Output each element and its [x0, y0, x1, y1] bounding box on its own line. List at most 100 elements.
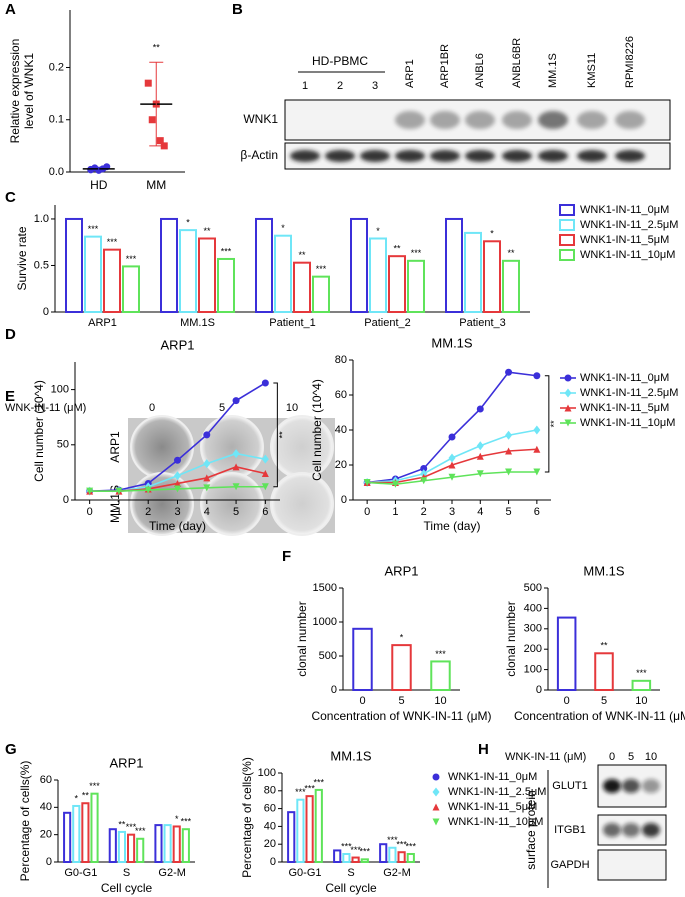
lane-label: 3: [372, 80, 378, 92]
x-tick-label: 1: [392, 506, 398, 518]
chart-title: ARP1: [110, 755, 144, 770]
y-tick-label: 80: [335, 354, 347, 366]
y-tick-label: 50: [57, 439, 69, 451]
y-tick-label: 500: [319, 650, 337, 662]
legend-swatch: [559, 249, 575, 261]
y-tick-label: 100: [524, 664, 542, 676]
blot-band: [622, 779, 640, 793]
y-tick-label: 40: [264, 820, 276, 832]
panel-label: F: [282, 548, 291, 565]
plate-well: [270, 472, 334, 536]
error-bar: [149, 61, 164, 147]
y-tick-label: 40: [335, 424, 347, 436]
bar: [136, 837, 145, 863]
significance: **: [82, 791, 90, 801]
y-axis-label: Cell number (10^4): [32, 380, 46, 482]
bar: [483, 240, 501, 313]
point: [203, 431, 211, 439]
lane-label: KMS11: [586, 53, 598, 88]
blot-row-label: β-Actin: [240, 148, 278, 162]
treatment-label: WNK-IN-11 (μM): [505, 751, 586, 763]
dose-label: 0: [149, 402, 155, 414]
x-tick-label: 3: [174, 506, 180, 518]
y-tick-label: 0.0: [49, 166, 64, 178]
bar: [293, 261, 311, 313]
blot-group-label: surface protein: [524, 790, 538, 869]
point: [261, 454, 269, 464]
lane-label: ANBL6: [474, 53, 486, 88]
significance: ***: [636, 668, 647, 678]
panel-label: B: [232, 1, 243, 18]
legend-swatch: [559, 234, 575, 246]
bar: [198, 237, 216, 313]
legend-swatch: [559, 219, 575, 231]
y-axis-label: level of WNK1: [22, 53, 36, 129]
bar: [287, 811, 296, 863]
y-tick-label: 20: [335, 459, 347, 471]
y-tick-label: 0: [270, 856, 276, 868]
x-tick-label: 6: [534, 506, 540, 518]
point: [448, 453, 456, 463]
legend-label: WNK1-IN-11_0μM: [448, 771, 537, 783]
point: [115, 487, 123, 495]
y-tick-label: 60: [264, 803, 276, 815]
bar: [556, 616, 577, 692]
bar: [154, 824, 163, 863]
significance: *: [376, 226, 380, 236]
legend-label: WNK1-IN-11_10μM: [580, 417, 675, 429]
bar: [179, 229, 197, 313]
point: [148, 116, 156, 124]
point: [533, 425, 541, 435]
blot-band: [395, 150, 425, 162]
legend-label: WNK1-IN-11_10μM: [580, 249, 675, 261]
bar: [333, 849, 342, 863]
significance: *: [490, 229, 494, 239]
significance: **: [203, 226, 211, 236]
point: [261, 470, 269, 478]
blot-band: [642, 823, 660, 837]
legend-marker: [564, 374, 572, 382]
significance: *: [400, 632, 404, 642]
bar: [397, 851, 406, 864]
significance: ***: [396, 840, 407, 850]
y-tick-label: 80: [264, 785, 276, 797]
point: [476, 452, 484, 460]
lane-label: ARP1BR: [439, 44, 451, 88]
point: [533, 372, 541, 380]
legend-marker: [432, 773, 440, 781]
y-tick-label: 1000: [313, 616, 337, 628]
y-tick-label: 400: [524, 602, 542, 614]
significance: **: [153, 43, 161, 53]
x-tick-label: Patient_1: [269, 317, 315, 329]
plate-well: [130, 415, 194, 479]
x-tick-label: S: [123, 867, 130, 879]
significance: **: [549, 420, 559, 428]
significance: **: [298, 250, 306, 260]
point: [448, 461, 456, 469]
significance: ***: [341, 841, 352, 851]
plate-row-label: ARP1: [108, 431, 122, 463]
legend-marker: [432, 787, 440, 797]
y-tick-label: 500: [524, 582, 542, 594]
significance: **: [118, 819, 126, 829]
y-axis-label: Cell number (10^4): [310, 379, 324, 481]
point: [174, 485, 181, 493]
bar: [255, 217, 273, 314]
bar: [406, 852, 415, 863]
point: [533, 468, 541, 476]
significance: **: [507, 248, 515, 258]
panel-label: H: [478, 741, 489, 758]
legend-label: WNK1-IN-11_0μM: [580, 372, 669, 384]
x-tick-label: 5: [398, 695, 404, 707]
x-axis-label: Concentration of WNK-IN-11 (μM): [514, 709, 685, 723]
x-tick-label: MM: [146, 178, 166, 192]
y-tick-label: 1.0: [34, 213, 49, 225]
point: [420, 465, 428, 472]
lane-label: 1: [302, 80, 308, 92]
blot-band: [622, 823, 640, 837]
dose-label: 10: [286, 402, 298, 414]
point: [232, 463, 240, 471]
bar: [117, 830, 127, 864]
